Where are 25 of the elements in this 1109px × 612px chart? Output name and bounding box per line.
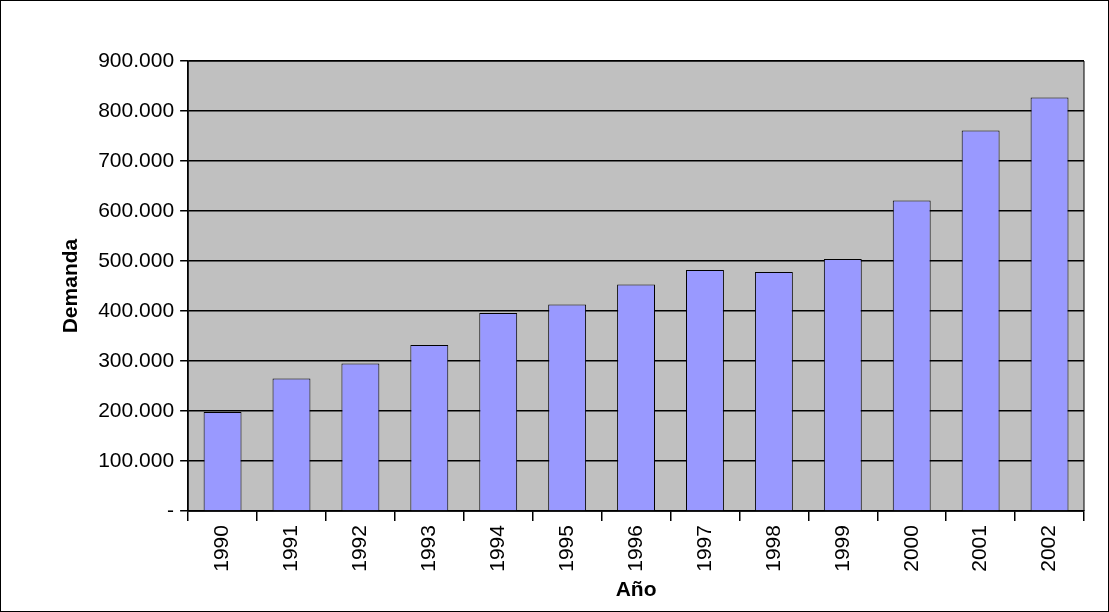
x-tick-label: 1995 (553, 525, 577, 572)
y-tick-label: 900.000 (98, 47, 175, 71)
x-tick-label: 1993 (416, 525, 440, 572)
x-tick-label: 1992 (347, 525, 371, 572)
x-tick-label: 2000 (898, 525, 922, 572)
x-tick-label: 1999 (829, 525, 853, 572)
x-tick-label: 1996 (622, 525, 646, 572)
x-tick-label: 1991 (278, 525, 302, 572)
y-tick-label: 200.000 (98, 397, 175, 421)
y-tick-label: 800.000 (98, 97, 175, 121)
y-tick-label: 400.000 (98, 297, 175, 321)
x-tick-label: 2001 (967, 525, 991, 572)
x-axis-title: Año (615, 577, 657, 601)
y-tick-label: 700.000 (98, 147, 175, 171)
y-tick-label: 500.000 (98, 247, 175, 271)
x-tick-label: 1994 (485, 524, 509, 572)
x-tick-label: 1990 (209, 525, 233, 572)
y-axis-title: Demanda (58, 238, 82, 334)
y-tick-label: - (167, 497, 175, 521)
x-tick-label: 1998 (760, 525, 784, 572)
y-tick-label: 100.000 (98, 447, 175, 471)
y-tick-label: 300.000 (98, 347, 175, 371)
y-tick-label: 600.000 (98, 197, 175, 221)
x-tick-label: 2002 (1036, 525, 1060, 572)
x-tick-label: 1997 (691, 525, 715, 572)
